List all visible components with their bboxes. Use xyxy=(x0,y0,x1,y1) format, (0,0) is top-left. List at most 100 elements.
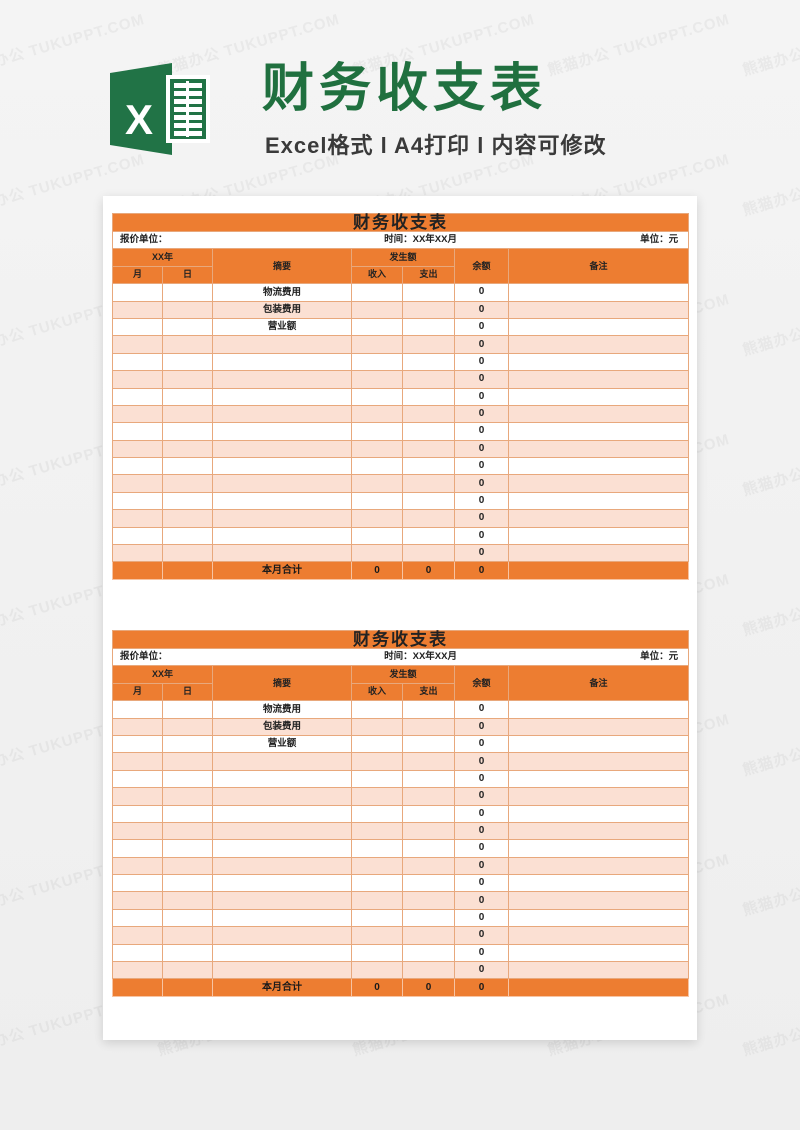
table-row[interactable]: 0 xyxy=(112,908,690,928)
table-row[interactable]: 0 xyxy=(112,856,690,876)
table-row[interactable]: 0 xyxy=(112,509,690,528)
cell-balance[interactable]: 0 xyxy=(454,526,509,546)
cell-summary[interactable] xyxy=(212,509,352,528)
cell-remark[interactable] xyxy=(507,439,690,459)
cell-income[interactable] xyxy=(351,387,403,406)
cell-remark[interactable] xyxy=(507,387,690,406)
cell-remark[interactable] xyxy=(507,787,690,806)
cell-day[interactable] xyxy=(162,943,213,963)
cell-month[interactable] xyxy=(112,961,163,980)
table-row[interactable]: 0 xyxy=(112,891,690,910)
cell-month[interactable] xyxy=(112,943,163,963)
cell-remark[interactable] xyxy=(507,300,690,319)
cell-balance[interactable]: 0 xyxy=(454,717,509,736)
cell-day[interactable] xyxy=(162,821,213,841)
cell-balance[interactable]: 0 xyxy=(454,804,509,823)
table-row[interactable]: 0 xyxy=(112,335,690,354)
cell-balance[interactable]: 0 xyxy=(454,317,509,337)
table-row[interactable]: 0 xyxy=(112,439,690,459)
cell-expense[interactable] xyxy=(402,717,455,736)
cell-summary[interactable] xyxy=(212,491,352,511)
cell-expense[interactable] xyxy=(402,387,455,406)
cell-income[interactable] xyxy=(351,804,403,823)
cell-remark[interactable] xyxy=(507,926,690,945)
cell-remark[interactable] xyxy=(507,491,690,511)
total-remark[interactable] xyxy=(507,978,690,997)
cell-expense[interactable] xyxy=(402,422,455,441)
cell-income[interactable] xyxy=(351,457,403,476)
cell-summary[interactable] xyxy=(212,370,352,389)
cell-balance[interactable]: 0 xyxy=(454,491,509,511)
cell-expense[interactable] xyxy=(402,300,455,319)
quote-unit-label[interactable]: 报价单位： xyxy=(120,651,168,663)
cell-income[interactable] xyxy=(351,317,403,337)
table-row[interactable]: 营业额 0 xyxy=(112,317,690,337)
cell-summary[interactable] xyxy=(212,387,352,406)
cell-month[interactable] xyxy=(112,474,163,493)
cell-income[interactable] xyxy=(351,787,403,806)
cell-balance[interactable]: 0 xyxy=(454,821,509,841)
cell-month[interactable] xyxy=(112,908,163,928)
cell-expense[interactable] xyxy=(402,943,455,963)
cell-remark[interactable] xyxy=(507,404,690,424)
cell-balance[interactable]: 0 xyxy=(454,509,509,528)
cell-balance[interactable]: 0 xyxy=(454,474,509,493)
cell-remark[interactable] xyxy=(507,544,690,563)
cell-expense[interactable] xyxy=(402,283,455,302)
cell-expense[interactable] xyxy=(402,474,455,493)
total-balance[interactable]: 0 xyxy=(454,561,509,580)
cell-summary[interactable]: 物流费用 xyxy=(212,283,352,302)
table-row[interactable]: 0 xyxy=(112,926,690,945)
cell-balance[interactable]: 0 xyxy=(454,961,509,980)
table-row[interactable]: 0 xyxy=(112,752,690,771)
cell-day[interactable] xyxy=(162,787,213,806)
cell-remark[interactable] xyxy=(507,317,690,337)
total-balance[interactable]: 0 xyxy=(454,978,509,997)
cell-expense[interactable] xyxy=(402,457,455,476)
cell-month[interactable] xyxy=(112,491,163,511)
cell-month[interactable] xyxy=(112,422,163,441)
cell-summary[interactable] xyxy=(212,752,352,771)
cell-balance[interactable]: 0 xyxy=(454,387,509,406)
table-row[interactable]: 物流费用 0 xyxy=(112,700,690,719)
table-row[interactable]: 0 xyxy=(112,422,690,441)
cell-month[interactable] xyxy=(112,457,163,476)
table-row[interactable]: 0 xyxy=(112,491,690,511)
currency-unit-label[interactable]: 单位：元 xyxy=(640,234,679,246)
cell-remark[interactable] xyxy=(507,700,690,719)
cell-summary[interactable]: 包装费用 xyxy=(212,717,352,736)
cell-remark[interactable] xyxy=(507,961,690,980)
cell-remark[interactable] xyxy=(507,734,690,754)
currency-unit-label[interactable]: 单位：元 xyxy=(640,651,679,663)
period-label[interactable]: 时间：XX年XX月 xyxy=(384,651,457,663)
cell-balance[interactable]: 0 xyxy=(454,335,509,354)
cell-month[interactable] xyxy=(112,439,163,459)
cell-balance[interactable]: 0 xyxy=(454,787,509,806)
cell-month[interactable] xyxy=(112,283,163,302)
total-remark[interactable] xyxy=(507,561,690,580)
cell-remark[interactable] xyxy=(507,526,690,546)
cell-income[interactable] xyxy=(351,961,403,980)
cell-month[interactable] xyxy=(112,769,163,789)
cell-month[interactable] xyxy=(112,734,163,754)
cell-day[interactable] xyxy=(162,526,213,546)
cell-day[interactable] xyxy=(162,404,213,424)
cell-income[interactable] xyxy=(351,544,403,563)
cell-income[interactable] xyxy=(351,283,403,302)
cell-summary[interactable] xyxy=(212,943,352,963)
table-row[interactable]: 0 xyxy=(112,387,690,406)
cell-expense[interactable] xyxy=(402,804,455,823)
cell-income[interactable] xyxy=(351,370,403,389)
cell-summary[interactable] xyxy=(212,439,352,459)
cell-month[interactable] xyxy=(112,856,163,876)
cell-month[interactable] xyxy=(112,926,163,945)
cell-balance[interactable]: 0 xyxy=(454,300,509,319)
cell-month[interactable] xyxy=(112,891,163,910)
cell-balance[interactable]: 0 xyxy=(454,283,509,302)
cell-remark[interactable] xyxy=(507,509,690,528)
table-row[interactable]: 物流费用 0 xyxy=(112,283,690,302)
total-income[interactable]: 0 xyxy=(351,978,403,997)
cell-income[interactable] xyxy=(351,926,403,945)
table-row[interactable]: 0 xyxy=(112,526,690,546)
cell-summary[interactable] xyxy=(212,474,352,493)
